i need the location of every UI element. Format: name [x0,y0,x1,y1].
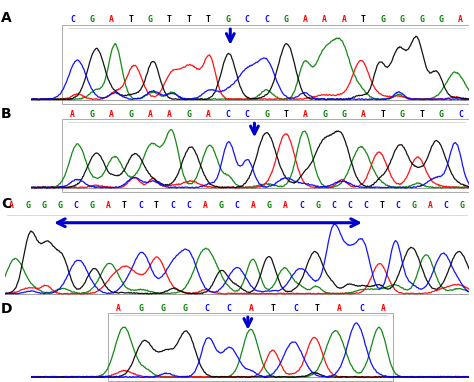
Text: C: C [138,201,143,210]
Text: A: A [109,15,114,24]
Text: C: C [245,15,249,24]
Text: T: T [271,304,276,313]
Text: T: T [315,304,320,313]
Text: A: A [428,201,433,210]
Text: T: T [128,15,133,24]
Text: A: A [9,201,14,210]
Text: C: C [70,15,75,24]
Text: A: A [337,304,342,313]
Text: A: A [303,110,308,119]
Text: C: C [245,110,249,119]
Text: G: G [322,110,327,119]
Text: G: G [41,201,46,210]
Text: A: A [251,201,255,210]
Text: A: A [381,304,386,313]
Text: C: C [444,201,448,210]
Text: A: A [361,110,366,119]
Text: G: G [182,304,187,313]
Text: A: A [322,15,327,24]
Text: T: T [379,201,384,210]
Text: G: G [225,15,230,24]
Text: C: C [204,304,210,313]
Text: A: A [1,11,12,26]
Text: G: G [90,110,94,119]
Text: G: G [128,110,133,119]
Text: A: A [116,304,121,313]
Text: B: B [1,107,11,121]
Text: C: C [299,201,304,210]
Text: G: G [186,110,191,119]
Text: C: C [235,201,239,210]
Text: G: G [411,201,417,210]
Text: G: G [400,15,405,24]
Text: T: T [122,201,127,210]
Text: C: C [293,304,298,313]
Text: C: C [359,304,364,313]
Text: C: C [225,110,230,119]
Bar [62,119,469,192]
Text: C: C [458,110,463,119]
Text: C: C [1,197,11,211]
Text: T: T [283,110,288,119]
Text: G: G [26,201,30,210]
Text: C: C [170,201,175,210]
Text: A: A [106,201,111,210]
Text: G: G [90,15,94,24]
Text: G: G [460,201,465,210]
Text: A: A [70,110,75,119]
Text: G: G [283,15,288,24]
Text: G: G [438,110,444,119]
Text: G: G [381,15,385,24]
Text: T: T [154,201,159,210]
Text: G: G [264,110,269,119]
Text: G: G [57,201,63,210]
Text: G: G [160,304,165,313]
Text: G: G [400,110,405,119]
Text: C: C [395,201,401,210]
Text: A: A [109,110,114,119]
Bar [62,25,469,104]
Text: C: C [73,201,79,210]
Text: A: A [458,15,463,24]
Text: T: T [186,15,191,24]
Text: G: G [315,201,320,210]
Text: A: A [206,110,211,119]
Text: T: T [381,110,385,119]
Text: G: G [438,15,444,24]
Text: G: G [342,110,346,119]
Text: T: T [167,15,172,24]
Text: A: A [303,15,308,24]
Text: A: A [167,110,172,119]
Text: G: G [90,201,95,210]
Text: D: D [1,302,12,316]
Text: G: G [219,201,223,210]
Text: T: T [361,15,366,24]
Text: A: A [147,110,153,119]
Text: C: C [363,201,368,210]
Text: A: A [249,304,254,313]
Text: G: G [267,201,272,210]
Text: G: G [419,15,424,24]
Text: G: G [147,15,153,24]
Text: C: C [227,304,231,313]
Text: C: C [347,201,352,210]
Text: C: C [186,201,191,210]
Text: A: A [202,201,207,210]
Text: C: C [331,201,336,210]
Text: T: T [206,15,211,24]
Bar [108,313,392,381]
Text: T: T [419,110,424,119]
Text: A: A [283,201,288,210]
Text: C: C [264,15,269,24]
Text: G: G [138,304,143,313]
Text: A: A [342,15,346,24]
